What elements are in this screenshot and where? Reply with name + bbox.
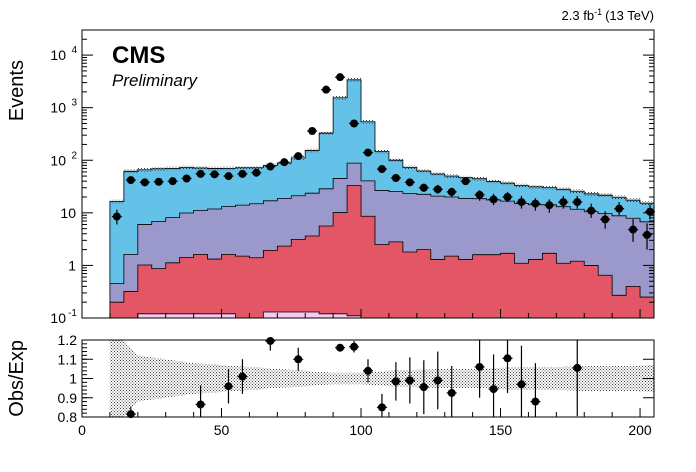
ratio-point — [364, 366, 372, 375]
ratio-point — [350, 342, 359, 351]
ratio-point — [266, 336, 275, 345]
data-point — [182, 174, 191, 183]
data-point — [322, 85, 331, 94]
y-tick-label-exp: 3 — [71, 98, 77, 109]
lumi-label: 2.3 fb-1 (13 TeV) — [562, 7, 654, 23]
ratio-y-tick-label: 0.9 — [58, 390, 78, 406]
preliminary-label: Preliminary — [112, 71, 199, 90]
data-point — [196, 169, 205, 178]
data-point — [517, 198, 526, 207]
data-point — [601, 215, 610, 224]
x-tick-label: 150 — [489, 422, 513, 438]
ratio-y-tick-label: 0.8 — [58, 409, 78, 425]
ratio-point — [336, 343, 345, 352]
data-point — [461, 177, 470, 186]
y-axis-title-ratio: Obs/Exp — [6, 340, 28, 417]
data-point — [238, 169, 247, 178]
cms-label: CMS — [112, 42, 165, 69]
ratio-point — [224, 382, 233, 391]
data-point — [336, 73, 345, 82]
y-tick-label: 10 — [60, 205, 76, 221]
data-points — [111, 73, 655, 250]
data-point — [280, 158, 289, 167]
data-point — [475, 190, 484, 199]
stacked-histograms — [109, 78, 655, 319]
stack-red — [109, 185, 655, 319]
data-point — [112, 212, 121, 221]
ratio-point — [573, 363, 582, 372]
ratio-point — [503, 354, 512, 363]
data-point — [266, 162, 275, 171]
data-point — [447, 187, 456, 196]
data-point — [545, 201, 554, 210]
data-point — [531, 199, 540, 208]
ratio-y-tick-label: 1.1 — [58, 351, 78, 367]
data-point — [615, 204, 624, 213]
y-tick-label: 10 — [50, 310, 66, 326]
data-point — [391, 173, 400, 182]
data-point — [308, 127, 317, 136]
x-tick-label: 0 — [78, 422, 86, 438]
main-plot-frame — [81, 29, 655, 319]
data-point — [377, 165, 386, 174]
x-tick-label: 100 — [349, 422, 373, 438]
data-point — [140, 178, 149, 187]
y-tick-label-exp: -1 — [68, 308, 77, 319]
ratio-point — [419, 383, 428, 392]
ratio-point — [517, 380, 526, 389]
ratio-uncertainty-band — [109, 340, 654, 417]
ratio-point — [294, 355, 303, 364]
data-point — [503, 193, 512, 202]
ratio-points — [125, 336, 583, 419]
data-point — [433, 185, 442, 194]
data-point — [154, 177, 163, 186]
data-point — [224, 172, 233, 181]
data-point — [573, 198, 582, 207]
ratio-point — [377, 403, 386, 412]
ratio-point — [475, 362, 484, 371]
y-tick-label-exp: 4 — [71, 45, 77, 56]
data-point — [643, 230, 652, 239]
ratio-plot: 0.8 0.9 1 1.1 1.2 0 50 100 150 200 Obs/Exp — [6, 332, 655, 438]
data-point — [350, 119, 359, 128]
data-point — [294, 152, 303, 161]
data-point — [587, 206, 596, 215]
y-tick-label: 1 — [68, 257, 76, 273]
data-point — [559, 198, 568, 207]
ratio-point — [405, 376, 414, 385]
data-point — [489, 195, 498, 204]
data-point — [629, 225, 638, 234]
ratio-point — [447, 388, 456, 397]
data-point — [646, 207, 654, 216]
ratio-point — [126, 410, 135, 419]
ratio-point — [433, 376, 442, 385]
ratio-point — [531, 397, 540, 406]
y-tick-label: 10 — [50, 100, 66, 116]
data-point — [210, 170, 219, 179]
ratio-point — [489, 385, 498, 394]
y-tick-label: 10 — [50, 47, 66, 63]
data-point — [168, 177, 177, 186]
y-tick-label: 10 — [50, 152, 66, 168]
uncertainty-band — [109, 340, 654, 417]
ratio-point — [391, 377, 400, 386]
data-point — [252, 168, 261, 177]
x-tick-label: 200 — [628, 422, 652, 438]
x-tick-label: 50 — [214, 422, 230, 438]
ratio-point — [238, 372, 247, 381]
data-point — [405, 178, 414, 187]
ratio-y-tick-label: 1 — [69, 371, 77, 387]
axes-ratio: 0.8 0.9 1 1.1 1.2 0 50 100 150 200 — [58, 332, 654, 438]
ratio-y-tick-label: 1.2 — [58, 332, 78, 348]
ratio-point — [196, 400, 205, 409]
y-axis-title-events: Events — [6, 60, 28, 121]
y-tick-label-exp: 2 — [71, 150, 77, 161]
data-point — [126, 176, 135, 185]
data-point — [364, 148, 372, 157]
data-point — [419, 183, 428, 192]
